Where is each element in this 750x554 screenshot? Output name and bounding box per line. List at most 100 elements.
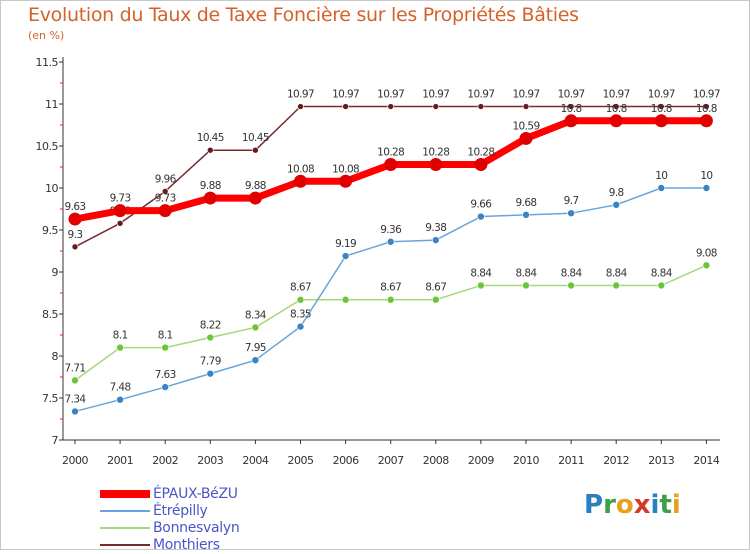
data-point (116, 395, 124, 404)
x-tick-label: 2002 (152, 454, 178, 467)
y-tick-label: 10.5 (36, 140, 59, 153)
data-point (522, 281, 530, 290)
data-point (654, 114, 668, 128)
data-point (522, 211, 530, 219)
data-point (432, 103, 440, 110)
data-label: 10.8 (561, 103, 582, 115)
data-label: 10.28 (467, 146, 494, 158)
data-label: 8.1 (113, 330, 128, 342)
logo-letter: x (633, 490, 651, 520)
y-tick-label: 9 (52, 266, 59, 279)
data-label: 10.08 (332, 163, 359, 175)
data-label: 7.95 (245, 342, 266, 354)
data-point (612, 201, 621, 209)
legend-swatch (100, 510, 150, 512)
data-label: 9.19 (335, 238, 356, 250)
data-point (429, 157, 443, 171)
data-point (431, 236, 440, 244)
data-point (71, 243, 79, 251)
logo-letter: P (584, 490, 604, 520)
data-label: 10.8 (696, 103, 717, 115)
data-label: 10.97 (467, 89, 494, 101)
data-point (71, 376, 79, 385)
x-tick-label: 2003 (197, 454, 223, 467)
data-label: 10.28 (422, 146, 449, 158)
y-tick-label: 7.5 (42, 392, 58, 405)
chart-title: Evolution du Taux de Taxe Foncière sur l… (28, 4, 579, 26)
data-label: 10.45 (242, 132, 269, 144)
data-label: 7.34 (65, 393, 87, 405)
data-label: 10.08 (287, 163, 314, 175)
data-point (341, 252, 350, 260)
chart-subtitle: (en %) (28, 29, 65, 42)
data-label: 9.63 (65, 201, 86, 213)
data-point (161, 383, 169, 391)
data-label: 10.45 (197, 132, 224, 144)
proxiti-logo: Proxiti (584, 490, 681, 520)
data-label: 10.59 (512, 120, 539, 132)
data-label: 10.97 (332, 89, 359, 101)
data-point (564, 114, 578, 128)
data-point (116, 343, 124, 352)
data-point (161, 188, 169, 195)
legend-label: Bonnesvalyn (153, 520, 240, 536)
data-point (206, 369, 215, 378)
data-point (252, 146, 259, 154)
data-label: 10.97 (287, 89, 314, 101)
data-label: 10.97 (377, 89, 404, 101)
data-point (702, 261, 711, 270)
data-point (477, 281, 485, 290)
legend-label: Étrépilly (153, 503, 208, 519)
data-label: 8.67 (290, 282, 311, 294)
data-label: 8.84 (516, 267, 538, 279)
data-label: 10.97 (512, 89, 539, 101)
data-label: 8.84 (561, 267, 583, 279)
data-label: 8.84 (470, 267, 492, 279)
x-tick-label: 2010 (513, 454, 539, 467)
x-tick-label: 2000 (62, 454, 88, 467)
data-label: 10 (655, 170, 667, 182)
data-label: 8.67 (425, 282, 446, 294)
data-point (699, 114, 713, 128)
data-point (474, 157, 488, 171)
data-label: 8.67 (380, 282, 401, 294)
logo-letter: r (603, 490, 616, 520)
data-label: 8.35 (290, 309, 311, 321)
x-tick-label: 2009 (468, 454, 494, 467)
data-point (339, 174, 353, 188)
data-point (161, 343, 169, 352)
data-label: 9.73 (155, 193, 176, 205)
logo-letter: i (671, 490, 681, 520)
data-label: 7.63 (155, 369, 176, 381)
data-point (386, 237, 395, 246)
axes: 7 7.5 8 8.5 9 9.5 10 10.5 11 11.5 2000 2001 2002 2003… (36, 56, 721, 467)
data-point (342, 103, 349, 110)
data-label: 9.36 (380, 224, 402, 236)
data-point (567, 281, 575, 290)
data-point (68, 212, 82, 226)
data-point (296, 322, 305, 331)
data-point (207, 146, 214, 154)
data-point (341, 295, 350, 304)
data-label: 7.71 (65, 362, 86, 374)
data-label: 10.8 (651, 103, 672, 115)
data-label: 9.88 (245, 180, 266, 192)
data-point (609, 114, 623, 128)
data-point (251, 323, 260, 332)
data-label: 10.8 (606, 103, 627, 115)
data-point (386, 295, 395, 304)
data-label: 9.38 (425, 222, 446, 234)
data-point (296, 295, 305, 304)
data-point (116, 219, 124, 227)
data-label: 9.88 (200, 180, 221, 192)
data-point (248, 191, 262, 205)
data-label: 10.97 (603, 89, 630, 101)
data-label: 8.34 (245, 309, 267, 321)
data-point (251, 356, 260, 365)
data-point (477, 212, 485, 221)
x-tick-label: 2012 (603, 454, 629, 467)
data-label: 10.97 (648, 89, 675, 101)
data-label: 9.68 (516, 197, 537, 209)
data-point (431, 295, 440, 304)
data-label: 10.97 (693, 89, 720, 101)
